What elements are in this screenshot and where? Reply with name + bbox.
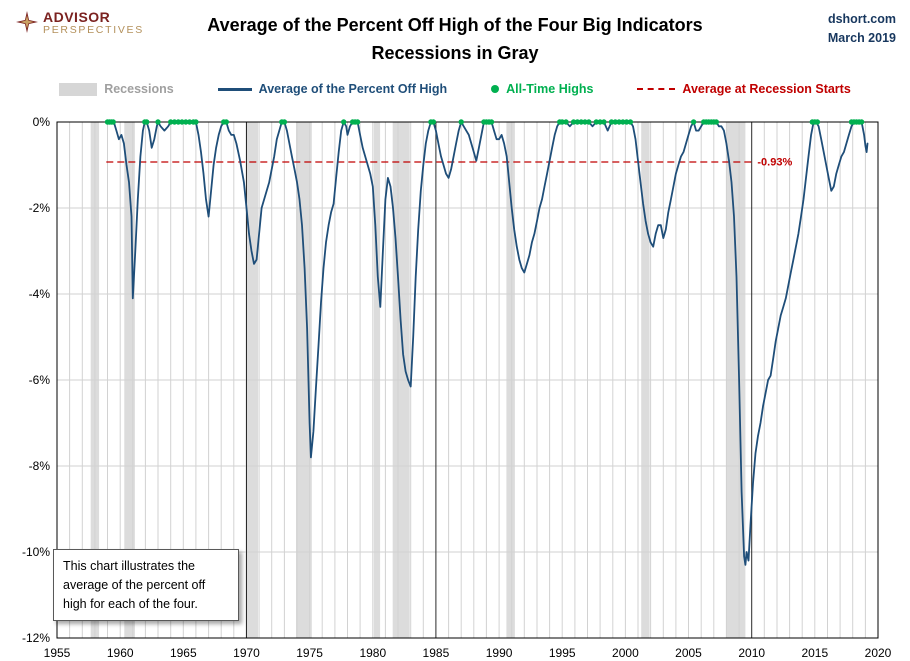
all-time-high-dot	[608, 119, 615, 125]
all-time-high-dot	[563, 119, 569, 125]
legend-label-average: Average of the Percent Off High	[258, 82, 448, 96]
x-tick-label: 1980	[359, 646, 386, 660]
all-time-high-dot	[814, 119, 821, 125]
all-time-high-dot	[597, 119, 603, 125]
x-tick-label: 2020	[865, 646, 892, 660]
chart-legend: Recessions Average of the Percent Off Hi…	[0, 82, 910, 96]
all-time-high-dot	[627, 119, 634, 125]
all-time-high-dot-swatch	[491, 85, 500, 93]
logo-perspectives-text: PERSPECTIVES	[43, 24, 144, 37]
legend-label-recession-start-average: Average at Recession Starts	[682, 82, 851, 96]
legend-item-all-time-highs: All-Time Highs	[491, 82, 593, 96]
y-tick-label: -10%	[22, 545, 50, 559]
all-time-high-dot	[616, 119, 622, 125]
all-time-high-dot	[623, 119, 630, 125]
all-time-high-dot	[168, 119, 174, 125]
y-tick-label: -2%	[29, 201, 51, 215]
all-time-high-dot	[559, 119, 565, 125]
all-time-high-dot	[223, 119, 229, 125]
all-time-high-dot	[574, 119, 581, 125]
all-time-high-dot	[593, 119, 599, 125]
all-time-high-dot	[341, 119, 347, 125]
x-tick-label: 1955	[44, 646, 71, 660]
legend-label-all-time-highs: All-Time Highs	[506, 82, 594, 96]
x-tick-label: 1960	[107, 646, 134, 660]
x-tick-label: 1965	[170, 646, 197, 660]
all-time-high-dot	[713, 119, 719, 125]
all-time-high-dot	[458, 119, 464, 125]
all-time-high-dot	[186, 119, 193, 125]
all-time-high-dot	[612, 119, 618, 125]
logo-advisor-text: ADVISOR	[43, 9, 111, 25]
all-time-high-dot	[570, 119, 577, 125]
all-time-high-dot	[601, 119, 607, 125]
logo-wordmark: ADVISOR PERSPECTIVES	[43, 9, 144, 37]
advisor-perspectives-logo: ADVISOR PERSPECTIVES	[16, 9, 144, 37]
all-time-high-dot	[430, 119, 437, 125]
y-tick-label: -12%	[22, 631, 50, 645]
recession-avg-dash-swatch	[637, 88, 676, 90]
all-time-high-dot	[179, 119, 185, 125]
legend-item-recession-start-average: Average at Recession Starts	[637, 82, 851, 96]
x-tick-label: 2015	[801, 646, 828, 660]
series-line	[105, 121, 869, 566]
all-time-high-dot	[858, 119, 865, 125]
y-tick-label: -4%	[29, 287, 51, 301]
all-time-high-dot	[582, 119, 588, 125]
x-tick-label: 1985	[423, 646, 450, 660]
x-tick-label: 1995	[549, 646, 576, 660]
y-tick-label: 0%	[33, 115, 51, 129]
x-tick-label: 2000	[612, 646, 639, 660]
all-time-high-dot	[193, 119, 199, 125]
compass-logo-icon	[16, 11, 38, 33]
all-time-high-dot	[144, 119, 150, 125]
all-time-high-dot	[620, 119, 626, 125]
all-time-high-dot	[578, 119, 584, 125]
chart-title-line2: Recessions in Gray	[371, 42, 539, 63]
legend-item-recessions: Recessions	[59, 82, 174, 96]
all-time-high-dot	[155, 119, 161, 125]
all-time-high-dot	[690, 119, 697, 125]
recession-band-swatch	[59, 82, 98, 96]
x-tick-label: 1975	[296, 646, 323, 660]
x-tick-label: 2005	[675, 646, 702, 660]
plot-border	[56, 121, 879, 639]
source-site: dshort.com	[827, 12, 896, 26]
x-tick-label: 2010	[738, 646, 765, 660]
source-date: March 2019	[827, 30, 896, 45]
x-tick-label: 1970	[233, 646, 260, 660]
all-time-high-dot	[586, 119, 592, 125]
legend-label-recessions: Recessions	[104, 82, 174, 96]
y-tick-label: -8%	[29, 459, 51, 473]
legend-item-average: Average of the Percent Off High	[217, 82, 448, 96]
recession-average-label: -0.93%	[757, 157, 792, 169]
source-attribution: dshort.com March 2019	[828, 10, 896, 48]
average-line-swatch	[217, 87, 252, 91]
all-time-high-dot	[354, 119, 361, 125]
y-tick-label: -6%	[29, 373, 51, 387]
all-time-high-dot	[110, 119, 116, 125]
chart-title: Average of the Percent Off High of the F…	[120, 12, 790, 68]
all-time-high-dot	[183, 119, 189, 125]
all-time-high-dot	[488, 119, 495, 125]
annotation-box: This chart illustrates the average of th…	[53, 549, 239, 622]
all-time-high-dot	[171, 119, 178, 125]
x-tick-label: 1990	[486, 646, 513, 660]
all-time-high-dot	[281, 119, 288, 125]
all-time-high-dot	[175, 119, 181, 125]
chart-title-line1: Average of the Percent Off High of the F…	[207, 15, 703, 35]
